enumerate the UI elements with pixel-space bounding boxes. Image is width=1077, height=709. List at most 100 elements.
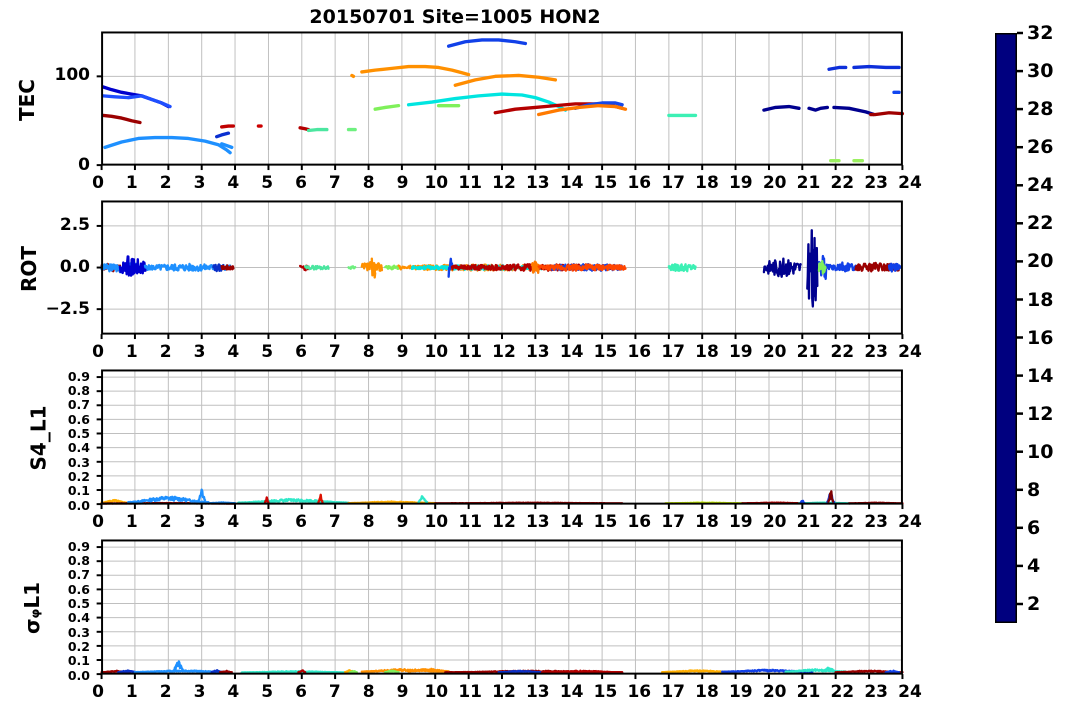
xtick-label: 22 (830, 682, 855, 702)
xtick-label: 4 (227, 682, 240, 702)
ytick-label: 2.5 (59, 214, 90, 235)
xtick-label: 3 (193, 682, 206, 702)
xtick-label: 4 (227, 512, 240, 532)
xtick-label: 10 (424, 342, 449, 362)
xtick-label: 17 (661, 512, 686, 532)
xtick-label: 8 (362, 512, 375, 532)
ytick-label: 0.1 (67, 483, 90, 499)
colorbar-tick-label: 8 (1027, 478, 1041, 501)
xtick-label: 16 (627, 512, 652, 532)
plot-panel-2 (96, 200, 910, 340)
ytick-label: 0.7 (67, 567, 90, 583)
ytick-label: 0.9 (67, 368, 90, 384)
xtick-label: 21 (796, 512, 821, 532)
xtick-label: 15 (593, 173, 618, 193)
ytick-label: 100 (54, 65, 91, 86)
xtick-label: 9 (396, 682, 409, 702)
xtick-label: 23 (864, 682, 889, 702)
xtick-label: 12 (492, 682, 516, 702)
colorbar (995, 31, 1023, 623)
ytick-label: 0.4 (67, 610, 90, 626)
colorbar-tick-label: 32 (1027, 22, 1054, 44)
xtick-label: 14 (559, 682, 584, 702)
xtick-label: 18 (695, 342, 719, 362)
colorbar-tick-label: 16 (1027, 326, 1054, 349)
panel-3-ylabel: S4_L1 (26, 405, 51, 471)
xtick-label: 22 (830, 512, 855, 532)
xtick-label: 17 (661, 173, 686, 193)
xtick-label: 21 (796, 682, 821, 702)
xtick-label: 18 (695, 173, 719, 193)
xtick-label: 20 (762, 342, 787, 362)
xtick-label: 9 (396, 342, 409, 362)
xtick-label: 8 (362, 173, 375, 193)
xtick-label: 17 (661, 342, 686, 362)
colorbar-tick-label: 4 (1027, 554, 1041, 577)
ytick-label: 0.1 (67, 653, 90, 669)
xtick-label: 3 (193, 342, 206, 362)
xtick-label: 4 (227, 173, 240, 193)
colorbar-tick-label: 12 (1027, 402, 1054, 425)
ytick-label: 0.0 (59, 256, 90, 277)
xtick-label: 5 (261, 682, 274, 702)
ytick-label: 0.2 (67, 468, 90, 484)
xtick-label: 7 (328, 342, 341, 362)
ytick-label: 0.3 (67, 624, 90, 640)
xtick-label: 10 (424, 682, 449, 702)
ytick-label: 0.2 (67, 638, 90, 654)
xtick-label: 15 (593, 342, 618, 362)
ytick-label: 0.4 (67, 440, 90, 456)
xtick-label: 11 (458, 342, 483, 362)
xtick-label: 9 (396, 173, 409, 193)
ytick-label: 0.8 (67, 383, 90, 398)
xtick-label: 21 (796, 342, 821, 362)
colorbar-tick-label: 14 (1027, 364, 1054, 387)
xtick-label: 4 (227, 342, 240, 362)
xtick-label: 23 (864, 173, 889, 193)
xtick-label: 12 (492, 512, 516, 532)
xtick-label: 1 (125, 682, 138, 702)
xtick-label: 0 (92, 342, 104, 362)
xtick-label: 20 (762, 173, 787, 193)
xtick-label: 14 (559, 512, 584, 532)
xtick-label: 23 (864, 512, 889, 532)
colorbar-tick-label: 18 (1027, 288, 1054, 311)
xtick-label: 24 (898, 342, 922, 362)
ytick-label: 0.7 (67, 397, 90, 413)
ytick-label: 0.5 (67, 425, 90, 441)
xtick-label: 18 (695, 682, 719, 702)
ytick-label: 0.3 (67, 454, 90, 470)
xtick-label: 12 (492, 173, 516, 193)
colorbar-tick-label: 28 (1027, 98, 1054, 121)
ytick-label: −2.5 (45, 299, 90, 320)
xtick-label: 16 (627, 342, 652, 362)
xtick-label: 13 (525, 512, 550, 532)
colorbar-tick-label: 24 (1027, 174, 1054, 197)
xtick-label: 7 (328, 682, 341, 702)
plot-panel-3 (96, 369, 910, 510)
ytick-label: 0.9 (67, 538, 90, 554)
xtick-label: 2 (159, 173, 172, 193)
xtick-label: 11 (458, 173, 483, 193)
plot-panel-1 (96, 31, 910, 171)
colorbar-tick-label: 10 (1027, 440, 1054, 463)
colorbar-tick-label: 30 (1027, 60, 1054, 83)
ytick-label: 0.8 (67, 553, 90, 568)
xtick-label: 23 (864, 342, 889, 362)
xtick-label: 10 (424, 173, 449, 193)
xtick-label: 5 (261, 342, 274, 362)
colorbar-tick-label: 6 (1027, 516, 1041, 539)
colorbar-canvas (995, 31, 1023, 623)
xtick-label: 18 (695, 512, 719, 532)
xtick-label: 8 (362, 342, 375, 362)
panel-4-canvas (96, 539, 904, 680)
xtick-label: 1 (125, 512, 138, 532)
xtick-label: 22 (830, 342, 855, 362)
xtick-label: 11 (458, 512, 483, 532)
ytick-label: 0.6 (67, 411, 90, 427)
xtick-label: 6 (295, 512, 307, 532)
xtick-label: 20 (762, 512, 787, 532)
xtick-label: 9 (396, 512, 409, 532)
xtick-label: 2 (159, 512, 172, 532)
colorbar-tick-label: 26 (1027, 136, 1054, 159)
